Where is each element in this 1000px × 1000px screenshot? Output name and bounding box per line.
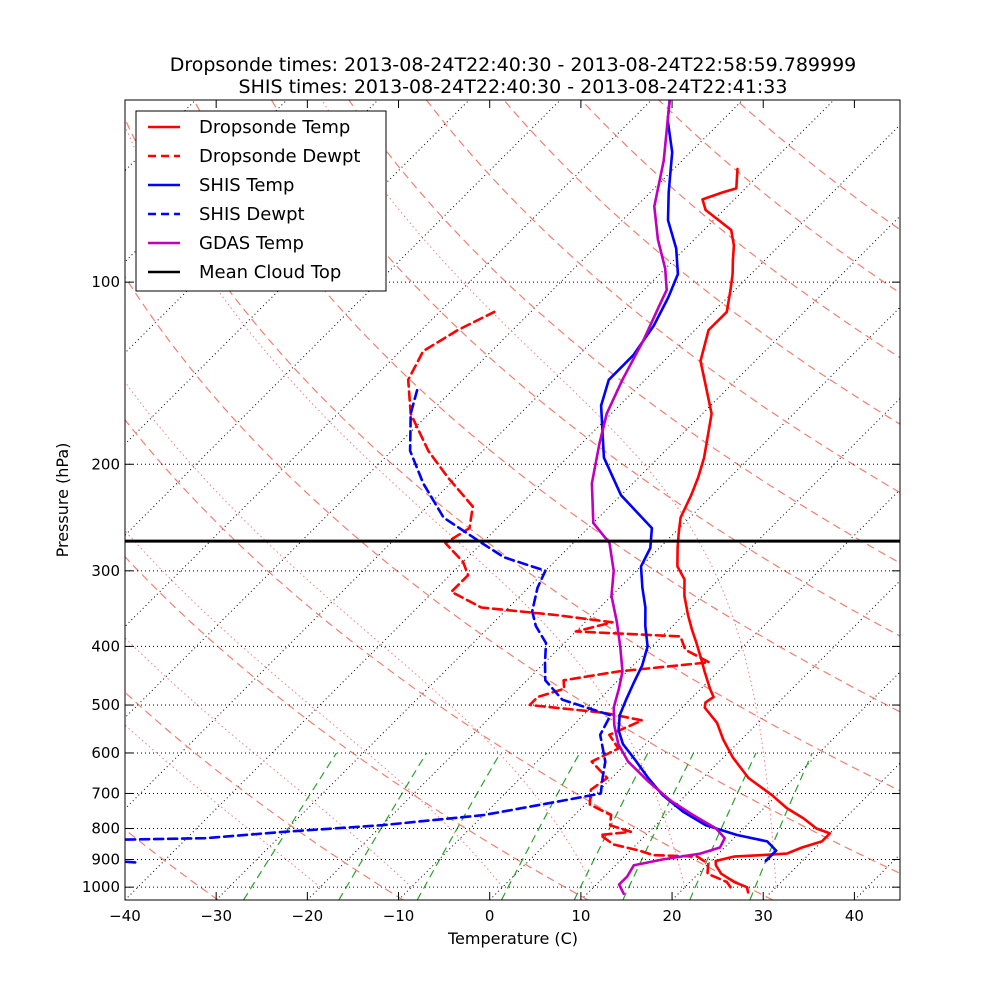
isotherm-line — [215, 215, 900, 900]
y-tick-label: 900 — [91, 850, 120, 868]
shis-temp-line — [599, 100, 778, 863]
dry-adiabat-line — [425, 100, 900, 494]
data-series — [125, 100, 832, 895]
dry-adiabat-line — [125, 275, 900, 875]
dry-adiabat-line — [348, 100, 900, 564]
mixing-ratio-line — [416, 752, 501, 900]
isotherm-line — [580, 580, 900, 900]
x-tick-label: 40 — [845, 907, 864, 925]
y-tick-label: 100 — [91, 273, 120, 291]
dry-adiabat-line — [193, 100, 900, 713]
legend-label: Mean Cloud Top — [199, 262, 341, 283]
legend-label: SHIS Dewpt — [199, 204, 305, 225]
mixing-ratio-line — [500, 752, 581, 900]
y-tick-label: 600 — [91, 744, 120, 762]
legend-label: GDAS Temp — [199, 233, 304, 254]
y-tick-label: 400 — [91, 637, 120, 655]
legend-box — [135, 110, 387, 292]
y-tick-label: 300 — [91, 562, 120, 580]
chart-title-line-1: Dropsonde times: 2013-08-24T22:40:30 - 2… — [170, 54, 857, 76]
mixing-ratio-line — [338, 752, 428, 900]
moist-adiabat-line — [125, 381, 595, 888]
x-tick-label: −30 — [200, 907, 232, 925]
mixing-ratio-line — [242, 752, 338, 900]
plot-frame — [124, 99, 901, 901]
y-axis-label: Pressure (hPa) — [53, 443, 72, 558]
y-tick-label: 800 — [91, 820, 120, 838]
isotherm-line — [125, 124, 900, 900]
pressure-gridlines — [125, 281, 900, 888]
y-axis-ticks: 100 200 300 400 500 600 700 800 900 1000 — [82, 273, 900, 896]
mixing-ratio-line — [749, 752, 813, 900]
legend-label: Dropsonde Dewpt — [199, 146, 360, 167]
moist-adiabat-line — [321, 100, 777, 888]
x-tick-label: −20 — [292, 907, 324, 925]
mixing-ratio-line — [622, 752, 695, 900]
x-axis-label: Temperature (C) — [447, 929, 578, 948]
dry-adiabat-line — [125, 555, 589, 900]
dropsonde-dewpt-line — [406, 310, 732, 889]
isotherm-line — [306, 306, 900, 900]
x-tick-label: 30 — [754, 907, 773, 925]
mixing-ratio-line — [573, 752, 649, 900]
dry-adiabat-line — [125, 418, 774, 900]
legend-label: SHIS Temp — [199, 175, 294, 196]
dropsonde-temp-line — [676, 167, 832, 894]
legend: Dropsonde Temp Dropsonde Dewpt SHIS Temp SH… — [135, 110, 387, 292]
dry-adiabat-line — [0, 100, 33, 900]
isotherm-line — [671, 671, 900, 900]
y-tick-label: 200 — [91, 455, 120, 473]
isotherm-line — [489, 488, 900, 900]
isotherm-line — [125, 100, 835, 810]
background-reference-lines — [0, 100, 900, 900]
legend-label: Dropsonde Temp — [199, 117, 350, 138]
y-tick-label: 1000 — [82, 878, 120, 896]
isotherm-line — [398, 397, 900, 900]
dry-adiabat-line — [580, 100, 900, 359]
shis-dewpt-line — [125, 387, 612, 864]
x-tick-label: 20 — [663, 907, 682, 925]
x-axis-ticks: −40 −30 −20 −10 0 10 20 30 40 — [109, 100, 864, 925]
gdas-temp-line — [590, 100, 726, 895]
x-tick-label: 10 — [571, 907, 590, 925]
x-tick-label: 0 — [485, 907, 495, 925]
moist-adiabat-line — [125, 637, 412, 888]
y-tick-label: 500 — [91, 696, 120, 714]
isotherm-line — [854, 853, 900, 900]
dry-adiabat-line — [735, 100, 900, 231]
x-tick-label: −40 — [109, 907, 141, 925]
x-tick-label: −10 — [383, 907, 415, 925]
mixing-ratio-line — [689, 752, 757, 900]
chart-title-line-2: SHIS times: 2013-08-24T22:40:30 - 2013-0… — [239, 76, 788, 98]
isotherm-line — [762, 762, 900, 900]
y-tick-label: 700 — [91, 784, 120, 802]
dry-adiabat-line — [503, 100, 900, 425]
